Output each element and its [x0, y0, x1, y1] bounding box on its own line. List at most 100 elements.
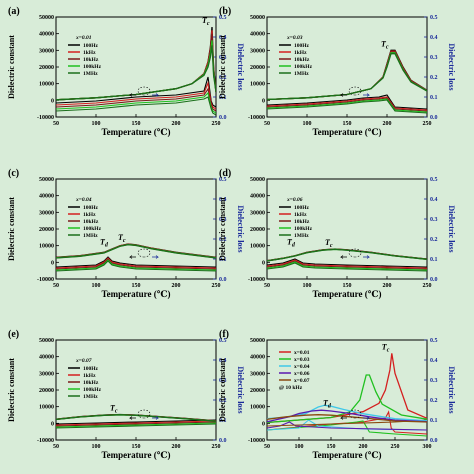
x-tick-label: 300	[423, 444, 432, 450]
legend-label: x=0.01	[294, 350, 310, 356]
loss-line	[56, 423, 216, 429]
legend-label: 1MHz	[294, 71, 309, 77]
x-tick-label: 250	[391, 444, 400, 450]
loss-line	[56, 91, 216, 114]
x-tick-label: 250	[212, 121, 221, 127]
constant-line	[267, 353, 427, 424]
y-right-tick-label: 0.1	[219, 95, 227, 101]
loss-line	[56, 419, 216, 425]
loss-line	[56, 260, 216, 272]
tc-annotation: Tc	[325, 238, 333, 249]
y-tick-label: 50000	[250, 338, 265, 344]
y-tick-label: -10000	[248, 277, 265, 283]
y-right-tick-label: 0.1	[430, 95, 438, 101]
y-tick-label: -10000	[248, 115, 265, 121]
legend-label: 1kHz	[83, 212, 96, 218]
y-tick-label: 20000	[39, 388, 54, 394]
legend-label: 100Hz	[294, 205, 310, 211]
y-tick-label: 20000	[39, 65, 54, 71]
panel-letter: (f)	[219, 329, 229, 340]
plot-series	[267, 248, 427, 272]
loss-line	[56, 258, 216, 270]
x-tick-label: 50	[53, 444, 59, 450]
y-right-axis-label: Dielectric loss	[236, 366, 245, 413]
panel-letter: (a)	[8, 6, 20, 17]
y-right-tick-label: 0.0	[219, 438, 227, 444]
x-tick-label: 250	[423, 121, 432, 127]
x-tick-label: 250	[212, 283, 221, 289]
constant-line	[267, 49, 427, 101]
y-right-tick-label: 0.2	[430, 398, 438, 404]
composition-label: x=0.01	[75, 35, 92, 41]
composition-label: x=0.07	[75, 358, 92, 364]
panel-b: (b) 50 100 150 200 250 -10000 0 10000 20000 30000 4…	[218, 6, 456, 137]
legend-label: 1MHz	[294, 233, 309, 239]
legend-label: 1kHz	[83, 373, 96, 379]
plot-series	[56, 243, 216, 272]
constant-line	[56, 244, 216, 259]
axis-indicator-ellipse	[348, 248, 362, 258]
constant-line	[267, 53, 427, 101]
y-right-tick-label: 0.3	[430, 55, 438, 61]
legend-label: x=0.07	[294, 378, 310, 384]
y-axis-label: Dielectric constant	[218, 197, 227, 261]
x-tick-label: 200	[172, 283, 181, 289]
y-right-tick-label: 0.1	[219, 418, 227, 424]
legend-label: 10kHz	[294, 57, 310, 63]
y-right-axis-label: Dielectric loss	[236, 43, 245, 90]
loss-line	[267, 97, 427, 112]
y-tick-label: 0	[51, 421, 54, 427]
loss-line	[267, 258, 427, 268]
x-tick-label: 100	[303, 283, 312, 289]
x-tick-label: 100	[295, 444, 304, 450]
x-tick-label: 150	[327, 444, 336, 450]
legend-label: 100kHz	[83, 64, 102, 70]
legend-label: 1kHz	[294, 50, 307, 56]
y-axis-label: Dielectric constant	[7, 197, 16, 261]
y-right-tick-label: 0.2	[430, 237, 438, 243]
loss-line	[56, 87, 216, 112]
y-right-tick-label: 0.3	[430, 378, 438, 384]
y-tick-label: 50000	[250, 15, 265, 21]
y-right-tick-label: 0.4	[219, 197, 227, 203]
loss-line	[56, 80, 216, 110]
loss-line	[56, 76, 216, 108]
y-right-tick-label: 0.0	[430, 277, 438, 283]
x-tick-label: 250	[212, 444, 221, 450]
x-tick-label: 200	[383, 121, 392, 127]
y-right-axis-label: Dielectric loss	[447, 43, 456, 90]
tc-annotation: Tc	[110, 404, 118, 415]
y-axis-label: Dielectric constant	[218, 35, 227, 99]
y-tick-label: 50000	[250, 177, 265, 183]
y-tick-label: 10000	[250, 405, 265, 411]
y-tick-label: 40000	[250, 194, 265, 200]
y-right-tick-label: 0.1	[430, 257, 438, 263]
legend-label: 1kHz	[83, 50, 96, 56]
y-tick-label: 10000	[250, 244, 265, 250]
y-right-axis-label: Dielectric loss	[447, 366, 456, 413]
loss-line	[56, 421, 216, 427]
x-tick-label: 50	[264, 121, 270, 127]
x-tick-label: 150	[343, 283, 352, 289]
y-tick-label: 40000	[39, 32, 54, 38]
x-axis-label: Temperature (℃)	[312, 127, 381, 137]
y-tick-label: 0	[51, 98, 54, 104]
y-right-tick-label: 0.5	[430, 177, 438, 183]
constant-line	[267, 374, 427, 424]
composition-label: x=0.04	[75, 197, 92, 203]
x-tick-label: 100	[92, 121, 101, 127]
loss-line	[267, 421, 427, 431]
y-right-axis-label: Dielectric loss	[236, 205, 245, 252]
arrow-left-icon	[339, 255, 347, 259]
y-right-tick-label: 0.4	[430, 358, 438, 364]
y-tick-label: 0	[262, 421, 265, 427]
y-right-tick-label: 0.5	[219, 177, 227, 183]
arrow-left-icon	[128, 255, 136, 259]
loss-line	[56, 422, 216, 428]
panel-c: (c) 50 100 150 200 250 -10000 0 10000 20000 30000 4…	[7, 168, 245, 299]
plot-series	[267, 353, 427, 437]
x-tick-label: 150	[132, 444, 141, 450]
y-right-tick-label: 0.1	[219, 257, 227, 263]
y-tick-label: 30000	[250, 48, 265, 54]
